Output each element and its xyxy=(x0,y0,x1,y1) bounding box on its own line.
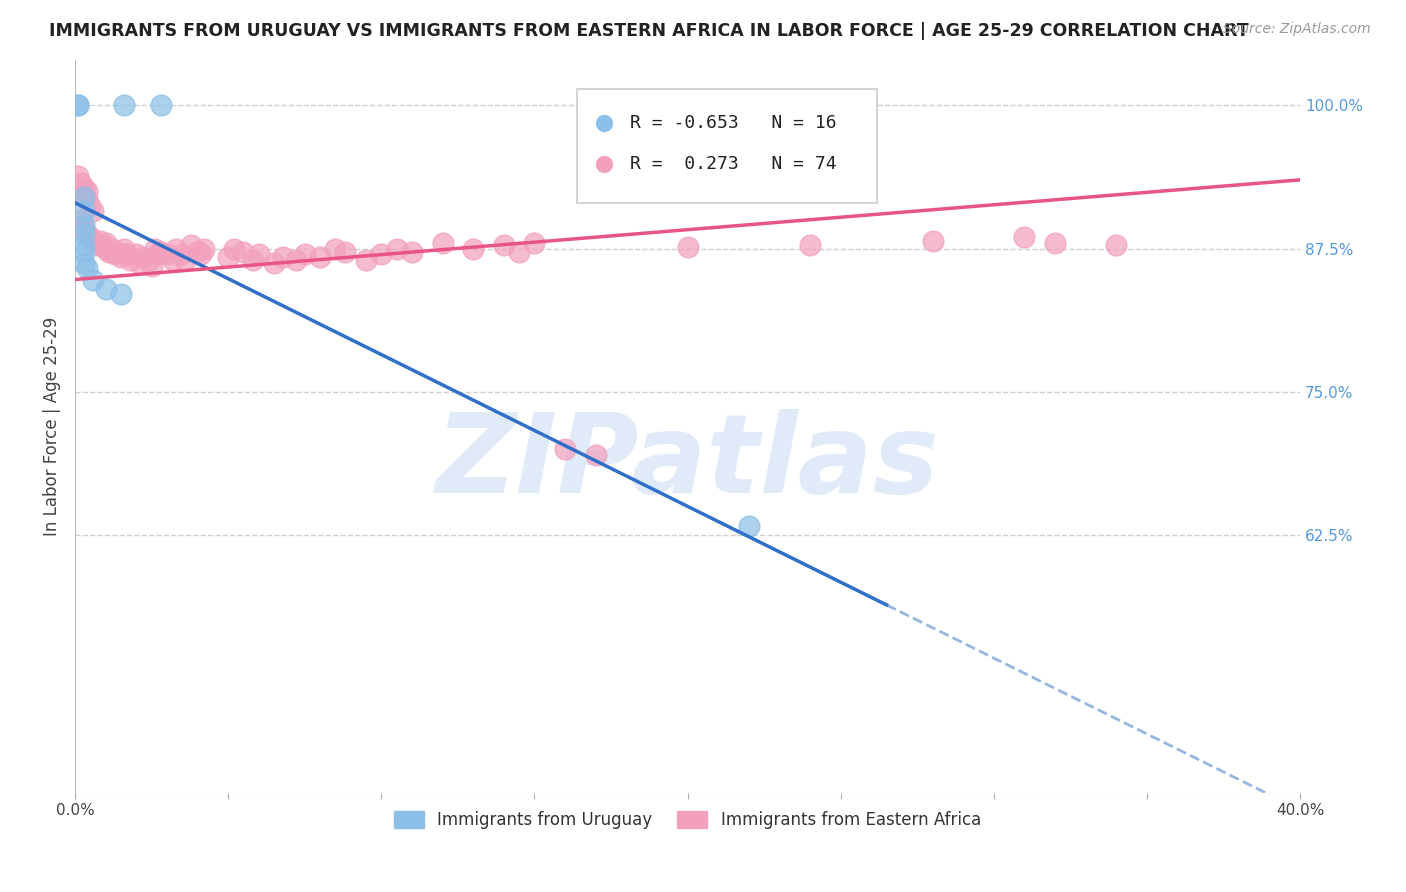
Point xyxy=(110,287,132,301)
Point xyxy=(70,219,93,233)
Point xyxy=(190,247,212,261)
Point xyxy=(738,518,761,533)
Point xyxy=(125,247,148,261)
Point xyxy=(73,227,96,241)
Point xyxy=(94,242,117,256)
Point xyxy=(89,234,111,248)
Point xyxy=(523,235,546,250)
Text: IMMIGRANTS FROM URUGUAY VS IMMIGRANTS FROM EASTERN AFRICA IN LABOR FORCE | AGE 2: IMMIGRANTS FROM URUGUAY VS IMMIGRANTS FR… xyxy=(49,22,1249,40)
Point xyxy=(1105,238,1128,252)
Point xyxy=(70,213,93,227)
Point xyxy=(76,192,98,206)
Point xyxy=(370,247,392,261)
Point xyxy=(94,235,117,250)
Point xyxy=(432,235,454,250)
Point xyxy=(73,222,96,236)
Point xyxy=(76,184,98,198)
Point xyxy=(585,448,607,462)
Point xyxy=(79,230,101,244)
Point xyxy=(247,247,270,261)
Point xyxy=(508,245,530,260)
Point xyxy=(107,245,129,260)
Point xyxy=(186,244,208,258)
Point xyxy=(1386,262,1406,277)
Point xyxy=(174,253,197,268)
Point xyxy=(82,234,104,248)
Point xyxy=(354,253,377,268)
Y-axis label: In Labor Force | Age 25-29: In Labor Force | Age 25-29 xyxy=(44,317,60,536)
Point xyxy=(156,247,179,261)
Text: R =  0.273   N = 74: R = 0.273 N = 74 xyxy=(630,155,837,173)
Point xyxy=(73,187,96,202)
Point xyxy=(128,256,150,270)
Point xyxy=(333,245,356,260)
Point xyxy=(82,203,104,218)
Point xyxy=(294,247,316,261)
Point xyxy=(110,250,132,264)
Point xyxy=(86,238,108,252)
Point xyxy=(323,242,346,256)
Point xyxy=(73,238,96,252)
Text: R = -0.653   N = 16: R = -0.653 N = 16 xyxy=(630,114,837,132)
Point xyxy=(138,253,160,268)
Point xyxy=(131,250,153,264)
Point xyxy=(115,247,138,261)
Point xyxy=(232,245,254,260)
Point xyxy=(492,238,515,252)
Point xyxy=(76,227,98,241)
Point xyxy=(1386,198,1406,212)
Point xyxy=(799,238,821,252)
Point xyxy=(263,256,285,270)
Legend: Immigrants from Uruguay, Immigrants from Eastern Africa: Immigrants from Uruguay, Immigrants from… xyxy=(387,804,987,836)
Point xyxy=(193,242,215,256)
Point xyxy=(162,253,184,268)
Text: ZIPatlas: ZIPatlas xyxy=(436,409,939,516)
Point xyxy=(165,242,187,256)
Point xyxy=(309,250,332,264)
Point xyxy=(172,247,194,261)
Point xyxy=(67,98,90,112)
Point xyxy=(73,218,96,232)
Point xyxy=(217,250,239,264)
Point xyxy=(76,261,98,276)
Point xyxy=(73,245,96,260)
Point xyxy=(120,253,142,268)
Point xyxy=(554,442,576,456)
Text: Source: ZipAtlas.com: Source: ZipAtlas.com xyxy=(1223,22,1371,37)
Point xyxy=(271,250,294,264)
Point xyxy=(97,245,120,260)
Point xyxy=(73,203,96,218)
Point xyxy=(94,282,117,296)
Point xyxy=(146,247,169,261)
Point xyxy=(676,240,699,254)
Point xyxy=(91,238,114,252)
Point xyxy=(463,242,485,256)
Point xyxy=(67,98,90,112)
Point xyxy=(1014,230,1036,244)
Point xyxy=(112,98,135,112)
Point xyxy=(141,259,163,273)
Point xyxy=(73,256,96,270)
Point xyxy=(67,169,90,184)
Point xyxy=(149,98,172,112)
Point xyxy=(921,234,943,248)
Point xyxy=(180,238,202,252)
Point xyxy=(143,242,166,256)
Point xyxy=(100,242,122,256)
Point xyxy=(70,176,93,190)
Point xyxy=(82,272,104,286)
Point xyxy=(284,253,307,268)
Point xyxy=(1043,235,1066,250)
Point xyxy=(242,253,264,268)
Point xyxy=(401,245,423,260)
Point xyxy=(73,181,96,195)
Point xyxy=(385,242,408,256)
FancyBboxPatch shape xyxy=(578,89,877,202)
Point xyxy=(224,242,246,256)
Point xyxy=(149,245,172,260)
Point xyxy=(73,190,96,204)
Point xyxy=(104,247,127,261)
Point xyxy=(112,242,135,256)
Point xyxy=(79,199,101,213)
